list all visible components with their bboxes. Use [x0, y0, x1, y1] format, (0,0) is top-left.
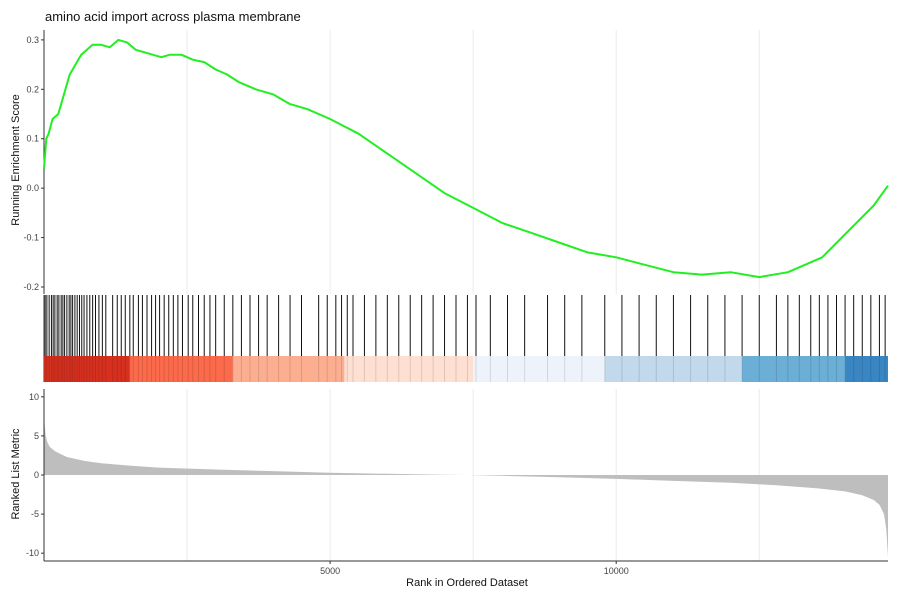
color-bar-segment [604, 356, 743, 382]
gene-hits-panel [43, 295, 886, 382]
metric-y-tick-label: 0 [34, 470, 39, 480]
running-es-panel: -0.2 -0.1 0.0 0.1 0.2 0.3 [23, 30, 889, 294]
x-axis-label: Rank in Ordered Dataset [406, 577, 528, 589]
metric-y-axis-label: Ranked List Metric [10, 428, 22, 520]
es-y-axis-label: Running Enrichment Score [10, 94, 22, 225]
es-y-tick-label: -0.2 [23, 282, 39, 292]
color-bar-segment [344, 356, 474, 382]
metric-y-tick-label: 5 [34, 431, 39, 441]
es-y-tick-label: 0.1 [26, 134, 39, 144]
metric-area [44, 412, 888, 558]
color-bar-segment [232, 356, 345, 382]
color-bar-segment [845, 356, 888, 382]
color-bar-segment [742, 356, 846, 382]
x-tick-label: 10000 [604, 566, 629, 576]
es-y-tick-label: 0.0 [26, 183, 39, 193]
color-bar-segment [129, 356, 233, 382]
es-y-tick-label: 0.3 [26, 35, 39, 45]
color-bar-segment [44, 356, 130, 382]
es-series-line [43, 38, 889, 279]
es-y-tick-label: -0.1 [23, 233, 39, 243]
metric-y-tick-label: -5 [31, 509, 39, 519]
es-y-tick-label: 0.2 [26, 84, 39, 94]
chart-title: amino acid import across plasma membrane [45, 9, 301, 24]
metric-y-tick-label: 10 [29, 392, 39, 402]
rank-color-bar [44, 356, 888, 382]
metric-y-tick-label: -10 [26, 548, 39, 558]
color-bar-segment [473, 356, 605, 382]
x-tick-label: 5000 [320, 566, 340, 576]
ranked-metric-panel: -10 -5 0 5 10 5000 10000 [26, 389, 888, 576]
